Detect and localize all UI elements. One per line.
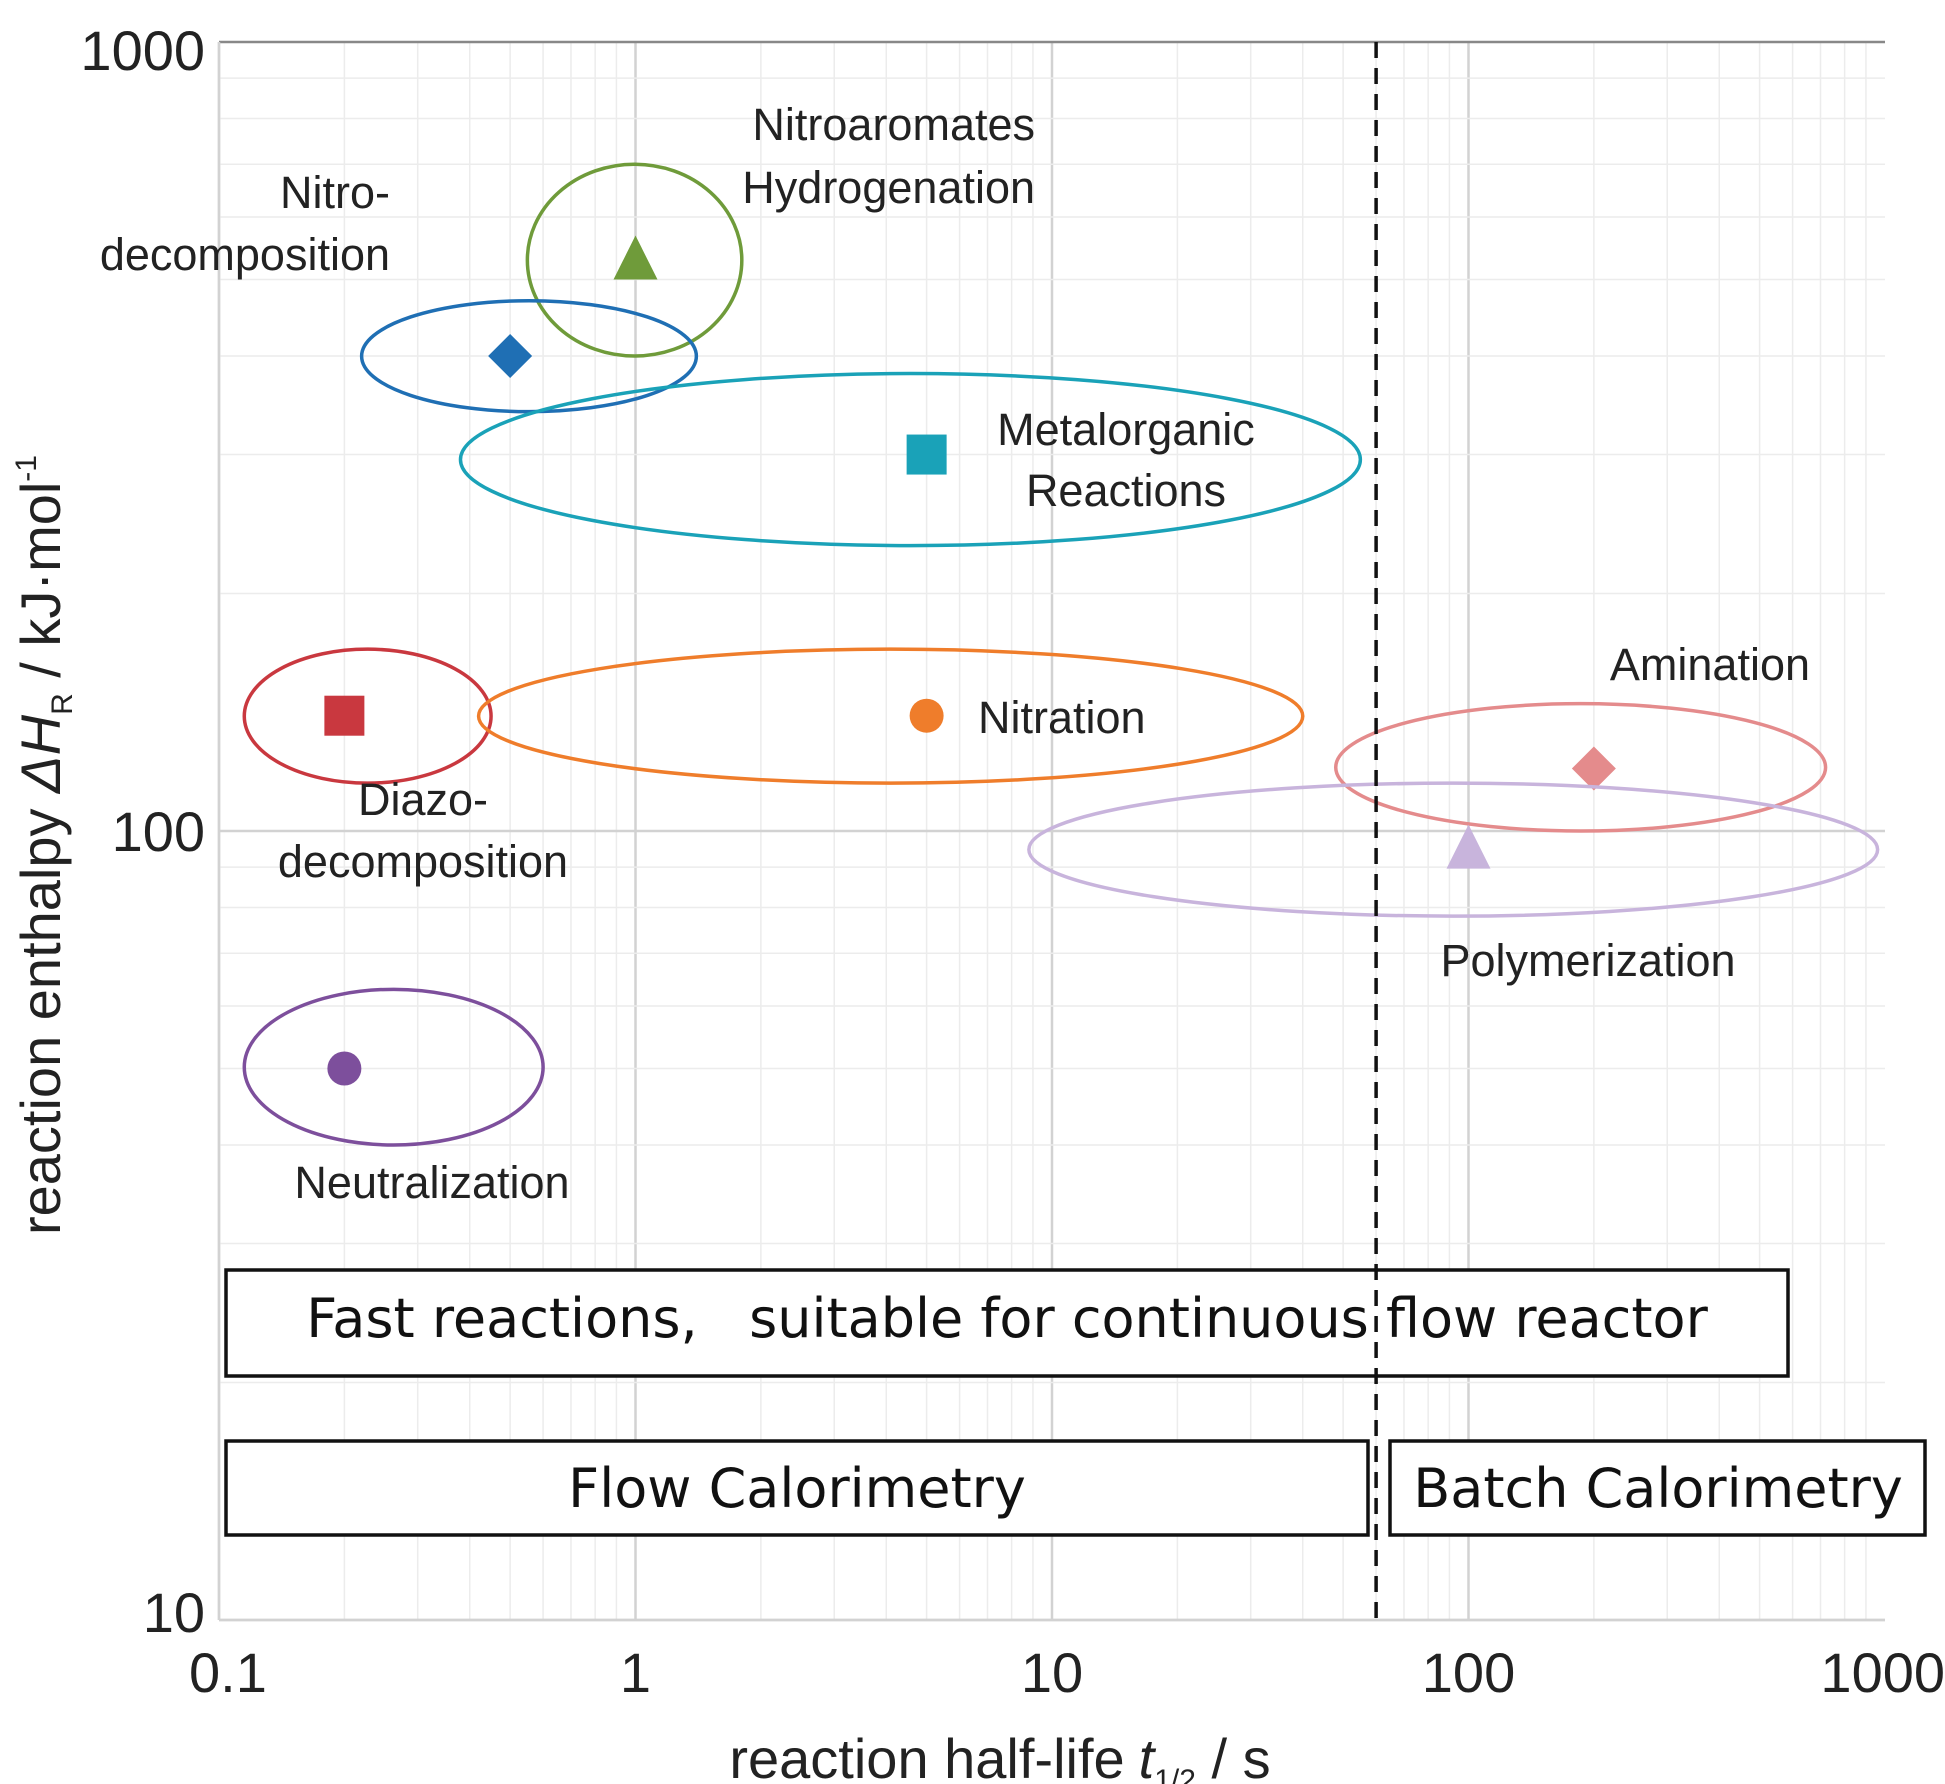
- range-ellipse: [525, 162, 744, 358]
- annotation-box: [224, 1268, 1790, 1378]
- range-ellipse: [458, 371, 1363, 548]
- annotation-box-label: Fast reactions, suitable for continuous …: [306, 1287, 1708, 1350]
- annotation-box: [224, 1439, 1370, 1537]
- point-label: Metalorganic: [997, 404, 1255, 455]
- range-ellipse: [359, 298, 699, 414]
- point-label: Nitro-: [280, 167, 390, 218]
- point-label: Hydrogenation: [742, 162, 1035, 213]
- annotation-box-label: Flow Calorimetry: [568, 1457, 1026, 1520]
- point-label: Reactions: [1026, 465, 1226, 516]
- x-axis-symbol: t: [1139, 1727, 1157, 1784]
- x-tick-label: 10: [1021, 1641, 1083, 1704]
- series-group: Polymerization: [1027, 781, 1880, 986]
- y-axis-label-text: reaction enthalpy: [9, 793, 72, 1235]
- x-axis-label-text: reaction half-life: [729, 1727, 1124, 1784]
- data-point: [906, 434, 947, 475]
- x-tick-label: 100: [1422, 1641, 1515, 1704]
- range-ellipse: [242, 647, 493, 785]
- data-point: [324, 695, 365, 736]
- point-label: Amination: [1610, 639, 1810, 690]
- series-group: Metalorganic Reactions: [458, 371, 1363, 548]
- point-label: Neutralization: [294, 1157, 569, 1208]
- point-label: Nitroaromates: [752, 99, 1035, 150]
- x-axis-unit: / s: [1196, 1727, 1271, 1784]
- point-label: decomposition: [100, 229, 390, 280]
- y-tick-label: 1000: [80, 19, 205, 82]
- series-group: Amination: [1333, 639, 1828, 833]
- range-ellipse: [242, 987, 545, 1147]
- series-group: Nitroaromates Hydrogenation: [525, 99, 1035, 358]
- y-axis-symbol: ΔH: [9, 714, 72, 795]
- series-group: Diazo-decomposition: [242, 647, 568, 887]
- y-axis-unit: / kJ·mol: [9, 482, 72, 694]
- x-axis-label: reaction half-life t1/2 / s: [729, 1727, 1270, 1784]
- y-axis-subscript: R: [46, 693, 79, 715]
- x-tick-label: 1000: [1820, 1641, 1945, 1704]
- data-point: [1571, 746, 1616, 791]
- x-tick-label: 0.1: [189, 1641, 267, 1704]
- range-ellipse: [1027, 781, 1880, 918]
- data-point: [327, 1051, 362, 1086]
- range-ellipse: [1333, 701, 1828, 833]
- series-group: Nitro-decomposition: [100, 167, 699, 414]
- x-tick-label: 1: [620, 1641, 651, 1704]
- point-label: Diazo-: [358, 774, 488, 825]
- annotation-box: [1388, 1439, 1927, 1537]
- x-axis-subscript: 1/2: [1154, 1764, 1196, 1784]
- range-ellipse: [476, 647, 1305, 785]
- y-axis-superscript: -1: [10, 455, 43, 482]
- point-label: decomposition: [278, 836, 568, 887]
- data-point: [613, 235, 658, 280]
- series-group: Neutralization: [242, 987, 570, 1208]
- y-axis-label: reaction enthalpy ΔHR / kJ·mol-1: [9, 455, 79, 1235]
- data-point: [488, 333, 533, 378]
- point-label: Polymerization: [1440, 935, 1735, 986]
- data-point: [1446, 824, 1491, 869]
- y-tick-label: 100: [112, 800, 205, 863]
- point-label: Nitration: [978, 692, 1146, 743]
- annotation-box-label: Batch Calorimetry: [1413, 1457, 1903, 1520]
- y-tick-label: 10: [143, 1581, 205, 1644]
- series-group: Nitration: [476, 647, 1305, 785]
- data-point: [909, 698, 944, 733]
